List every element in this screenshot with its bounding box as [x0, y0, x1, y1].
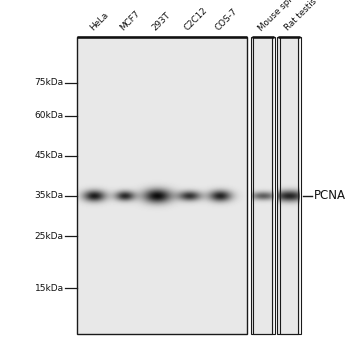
Text: 293T: 293T [150, 10, 172, 33]
Bar [277, 37, 301, 334]
Text: 35kDa: 35kDa [35, 191, 64, 201]
Text: 60kDa: 60kDa [35, 111, 64, 120]
Bar [253, 37, 272, 334]
Bar [251, 37, 275, 334]
Text: 75kDa: 75kDa [35, 78, 64, 88]
Text: 15kDa: 15kDa [35, 284, 64, 293]
Text: COS-7: COS-7 [213, 7, 239, 33]
Text: 25kDa: 25kDa [35, 232, 64, 240]
Bar [77, 37, 247, 334]
Text: HeLa: HeLa [88, 10, 110, 33]
Text: Mouse spleen: Mouse spleen [256, 0, 305, 33]
Text: MCF7: MCF7 [118, 9, 142, 33]
Text: PCNA: PCNA [314, 189, 346, 202]
Bar [280, 37, 298, 334]
Text: C2C12: C2C12 [183, 6, 210, 33]
Text: Rat testis: Rat testis [283, 0, 318, 33]
Text: 45kDa: 45kDa [35, 151, 64, 160]
